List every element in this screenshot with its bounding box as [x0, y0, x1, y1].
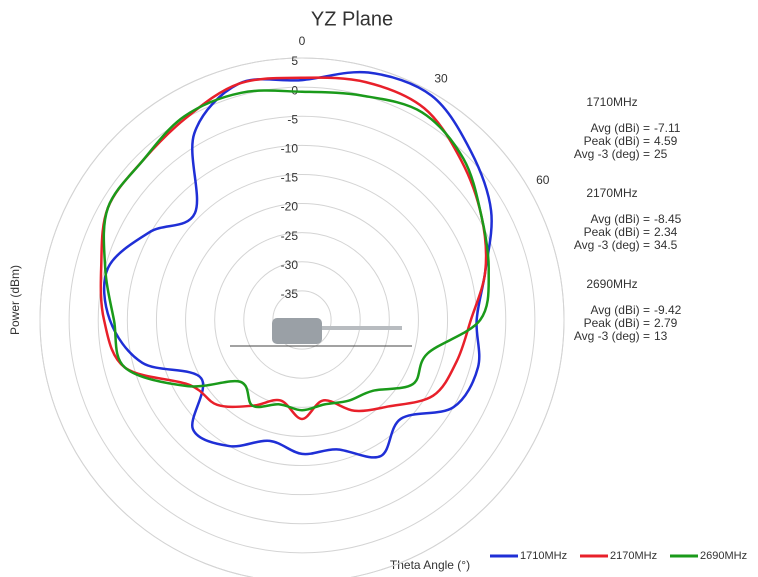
stats-value: 4.59 [654, 134, 678, 148]
theta-tick-label: 60 [536, 173, 550, 187]
stats-label: Avg (dBi) = [591, 212, 650, 226]
stats-value: -8.45 [654, 212, 682, 226]
r-tick-label: -5 [287, 112, 298, 126]
theta-tick-label: 30 [434, 71, 448, 85]
stats-label: Avg -3 (deg) = [574, 147, 650, 161]
grid-circle [68, 86, 536, 554]
grid-circle [185, 203, 419, 437]
stats-label: Peak (dBi) = [584, 225, 650, 239]
stats-value: 34.5 [654, 238, 678, 252]
stats-label: Avg (dBi) = [591, 121, 650, 135]
stats-title: 2170MHz [586, 186, 637, 200]
stats-value: 13 [654, 329, 668, 343]
series-line [102, 70, 493, 459]
stats-label: Peak (dBi) = [584, 134, 650, 148]
outer-circle [39, 57, 565, 577]
r-tick-label: -35 [281, 287, 299, 301]
grid-circle [39, 57, 565, 577]
r-tick-label: -30 [281, 258, 299, 272]
antenna [230, 318, 412, 347]
stats-value: 2.79 [654, 316, 678, 330]
legend-label: 1710MHz [520, 550, 567, 562]
grid-circle [243, 261, 361, 379]
grid-circle [155, 173, 449, 467]
legend-label: 2690MHz [700, 550, 747, 562]
stats-label: Avg -3 (deg) = [574, 329, 650, 343]
stats-value: 25 [654, 147, 668, 161]
grid-circle [214, 232, 390, 408]
legend-label: 2170MHz [610, 550, 657, 562]
stats-value: 2.34 [654, 225, 678, 239]
grid-circle [272, 290, 332, 350]
antenna-cable [322, 326, 402, 330]
series-line [102, 89, 490, 412]
stats-title: 1710MHz [586, 95, 637, 109]
antenna-body [272, 318, 322, 344]
r-tick-label: -20 [281, 200, 299, 214]
theta-tick-label: 0 [299, 34, 306, 48]
r-tick-label: -15 [281, 171, 299, 185]
grid-circle [97, 115, 507, 525]
chart-title: YZ Plane [311, 8, 393, 30]
radial-axis-label: Power (dBm) [8, 265, 22, 335]
r-tick-label: -10 [281, 142, 299, 156]
r-tick-label: -25 [281, 229, 299, 243]
stats-value: -9.42 [654, 303, 682, 317]
stats-value: -7.11 [654, 121, 681, 135]
angle-axis-label: Theta Angle (°) [390, 558, 470, 572]
stats-title: 2690MHz [586, 277, 637, 291]
r-tick-label: 5 [291, 54, 298, 68]
stats-label: Peak (dBi) = [584, 316, 650, 330]
stats-label: Avg -3 (deg) = [574, 238, 650, 252]
stats-label: Avg (dBi) = [591, 303, 650, 317]
